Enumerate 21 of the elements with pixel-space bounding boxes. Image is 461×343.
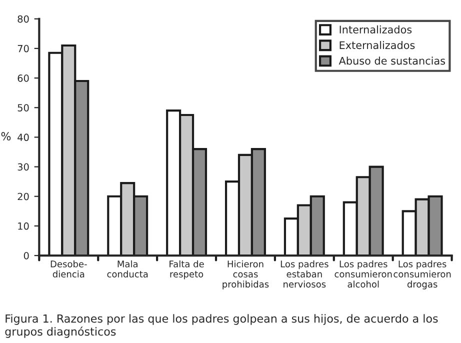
legend-label: Abuso de sustancias — [338, 56, 446, 65]
text: Figura 1. Razones por las que los padres golpean a sus hijos, de acuerdo a los grupos diagnósticos — [5, 314, 438, 338]
y-axis-title: % — [1, 132, 11, 140]
x-tick-label: Los padres consumieron drogas — [394, 260, 451, 290]
y-tick-label: 40 — [18, 134, 29, 142]
legend-label: Externalizados — [340, 41, 415, 50]
y-tick-label: 50 — [18, 104, 29, 112]
y-tick-label: 10 — [18, 222, 29, 230]
x-tick-label: Los padres estaban nerviosos — [280, 260, 328, 288]
legend-label: Internalizados — [340, 25, 412, 34]
y-tick-label: 30 — [18, 163, 29, 171]
x-tick-label: Falta de respeto — [170, 260, 204, 280]
y-tick-label: 0 — [24, 252, 29, 260]
y-tick-label: 20 — [18, 192, 29, 200]
y-tick-label: 70 — [18, 44, 29, 52]
x-tick-label: Los padres consumieron alcohol — [334, 260, 392, 288]
x-tick-label: Mala conducta — [107, 260, 148, 278]
x-tick-label: Hicieron cosas prohibidas — [222, 260, 269, 290]
y-tick-label: 60 — [18, 74, 29, 82]
y-tick-label: 80 — [18, 15, 29, 23]
x-tick-label: Desobe- diencia — [50, 260, 87, 278]
